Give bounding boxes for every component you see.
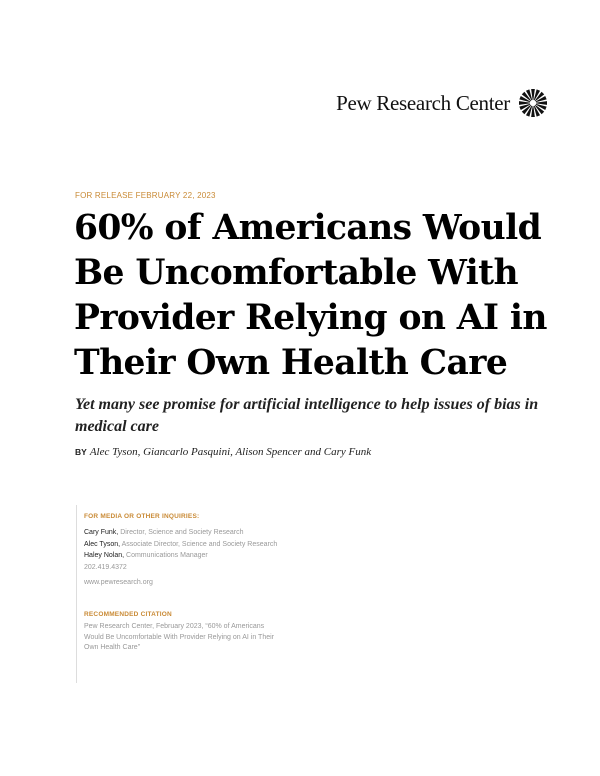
contact-item: Cary Funk, Director, Science and Society…: [84, 527, 284, 539]
phone-number: 202.419.4372: [84, 564, 127, 572]
contact-sidebar: FOR MEDIA OR OTHER INQUIRIES: Cary Funk,…: [76, 505, 284, 683]
website-link[interactable]: www.pewresearch.org: [84, 579, 153, 587]
contact-role: Associate Director, Science and Society …: [121, 540, 278, 548]
release-date: FOR RELEASE FEBRUARY 22, 2023: [75, 191, 216, 200]
byline-authors: Alec Tyson, Giancarlo Pasquini, Alison S…: [89, 446, 372, 458]
sunburst-icon: [519, 89, 547, 117]
contact-item: Haley Nolan, Communications Manager: [84, 550, 284, 562]
media-heading: FOR MEDIA OR OTHER INQUIRIES:: [84, 513, 200, 520]
citation-text: Pew Research Center, February 2023, “60%…: [84, 623, 274, 652]
logo-text: Pew Research Center: [336, 90, 510, 115]
contact-name: Haley Nolan,: [84, 552, 125, 560]
contact-role: Director, Science and Society Research: [120, 529, 244, 536]
contact-name: Cary Funk,: [84, 529, 119, 536]
contact-name: Alec Tyson,: [84, 540, 121, 548]
pew-logo: Pew Research Center: [336, 88, 548, 118]
report-title: 60% of Americans Would Be Uncomfortable …: [74, 208, 547, 383]
byline: BY Alec Tyson, Giancarlo Pasquini, Alison…: [75, 446, 371, 458]
citation-heading: RECOMMENDED CITATION: [84, 611, 172, 619]
contact-role: Communications Manager: [126, 552, 208, 560]
report-subtitle: Yet many see promise for artificial inte…: [75, 396, 539, 435]
contact-item: Alec Tyson, Associate Director, Science …: [84, 539, 284, 551]
byline-prefix: BY: [75, 447, 87, 457]
